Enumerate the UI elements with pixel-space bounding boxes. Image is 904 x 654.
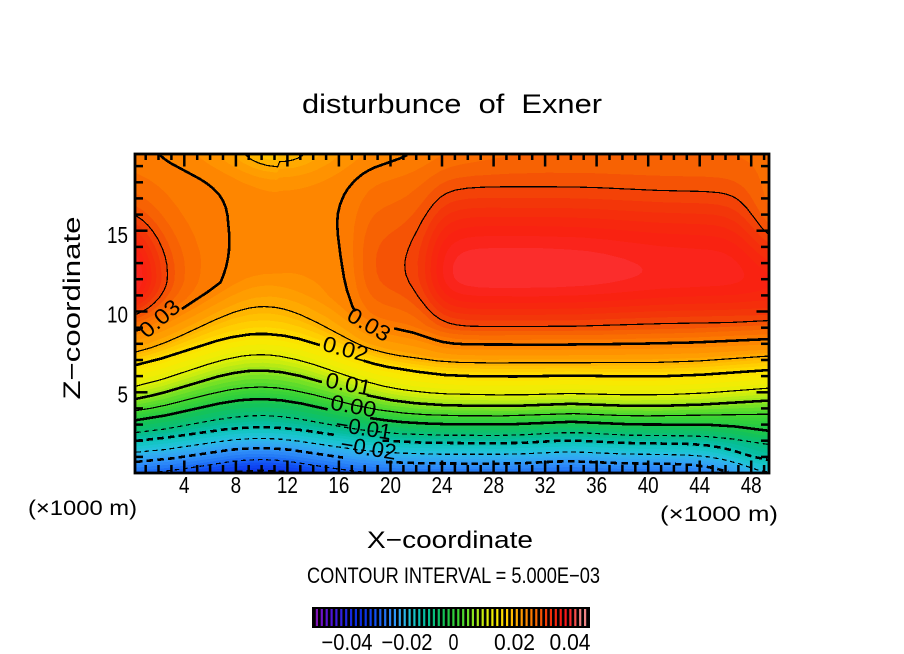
svg-text:0.02: 0.02: [494, 629, 535, 654]
svg-text:−0.04: −0.04: [322, 629, 373, 654]
svg-text:32: 32: [535, 472, 556, 498]
svg-text:5: 5: [118, 382, 129, 408]
svg-text:36: 36: [586, 472, 607, 498]
svg-text:12: 12: [277, 472, 298, 498]
svg-text:28: 28: [483, 472, 504, 498]
svg-text:X−coordinate: X−coordinate: [367, 527, 533, 554]
svg-text:(×1000 m): (×1000 m): [660, 503, 778, 526]
svg-text:Z−coordinate: Z−coordinate: [59, 217, 86, 400]
svg-text:44: 44: [689, 472, 710, 498]
svg-text:16: 16: [328, 472, 349, 498]
svg-text:disturbunce of Exner: disturbunce of Exner: [302, 89, 602, 119]
svg-text:4: 4: [179, 472, 190, 498]
svg-text:−0.02: −0.02: [382, 629, 433, 654]
svg-text:8: 8: [231, 472, 242, 498]
svg-text:10: 10: [107, 302, 128, 328]
svg-text:(×1000 m): (×1000 m): [28, 497, 137, 520]
svg-text:48: 48: [741, 472, 762, 498]
svg-text:15: 15: [107, 222, 128, 248]
svg-text:CONTOUR INTERVAL = 5.000E−03: CONTOUR INTERVAL = 5.000E−03: [307, 563, 600, 588]
svg-text:20: 20: [380, 472, 401, 498]
svg-text:0: 0: [449, 629, 459, 654]
svg-text:0.04: 0.04: [550, 629, 591, 654]
svg-text:40: 40: [638, 472, 659, 498]
svg-text:24: 24: [432, 472, 453, 498]
